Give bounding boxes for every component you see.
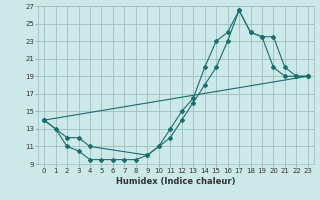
X-axis label: Humidex (Indice chaleur): Humidex (Indice chaleur): [116, 177, 236, 186]
